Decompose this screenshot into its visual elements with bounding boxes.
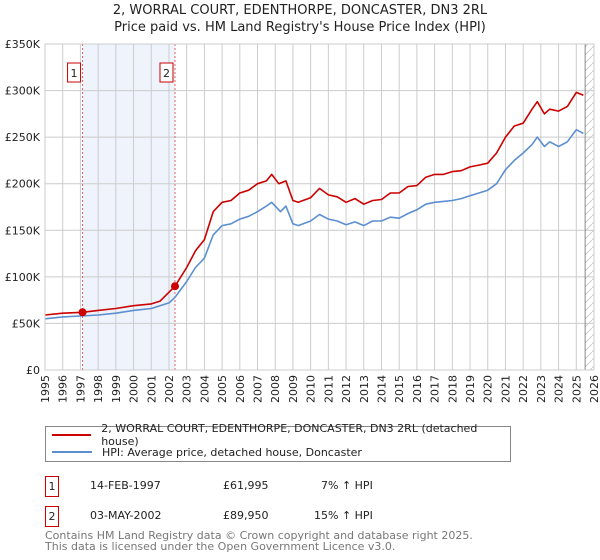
x-tick-label: 2017 — [429, 375, 442, 403]
y-tick-label: £0 — [26, 364, 40, 377]
plot-frame — [44, 43, 595, 371]
footer-copyright: Contains HM Land Registry data © Crown c… — [45, 529, 473, 542]
sale-marker-label: 2 — [163, 67, 170, 80]
x-tick-label: 1999 — [110, 375, 123, 403]
y-tick-label: £250K — [5, 131, 41, 144]
chart-title: 2, WORRAL COURT, EDENTHORPE, DONCASTER, … — [112, 3, 488, 18]
y-tick-label: £150K — [5, 224, 41, 237]
x-tick-label: 2024 — [553, 375, 566, 403]
sale-point-marker — [170, 282, 179, 291]
sale-marker-box — [159, 62, 174, 83]
x-tick-label: 1997 — [74, 375, 87, 403]
transaction-badge: 1 — [45, 476, 59, 497]
x-tick-label: 2023 — [535, 375, 548, 403]
footer-licence: This data is licensed under the Open Gov… — [45, 540, 396, 553]
x-tick-label: 2004 — [198, 375, 211, 403]
y-tick-label: £50K — [12, 317, 41, 330]
legend-swatch-red — [52, 434, 92, 436]
y-tick-label: £100K — [5, 271, 41, 284]
x-tick-label: 2008 — [269, 375, 282, 403]
legend-swatch-blue — [52, 451, 92, 453]
transaction-hpi: 7% ↑ HPI — [321, 479, 373, 492]
x-tick-label: 2026 — [588, 375, 600, 403]
transaction-price: £89,950 — [223, 509, 269, 522]
x-tick-label: 2022 — [517, 375, 530, 403]
x-tick-label: 2009 — [287, 375, 300, 403]
legend-label: HPI: Average price, detached house, Donc… — [102, 445, 362, 459]
x-tick-label: 2006 — [234, 375, 247, 403]
legend-item-property: 2, WORRAL COURT, EDENTHORPE, DONCASTER, … — [52, 422, 510, 448]
transaction-row: 2 03-MAY-2002 £89,950 15% ↑ HPI — [45, 506, 445, 527]
x-tick-label: 2002 — [163, 375, 176, 403]
y-tick-label: £350K — [5, 38, 41, 51]
property-series-line — [44, 91, 584, 316]
transaction-price: £61,995 — [223, 479, 269, 492]
chart-subtitle: Price paid vs. HM Land Registry's House … — [114, 20, 486, 35]
x-tick-label: 2010 — [305, 375, 318, 403]
x-tick-label: 2021 — [499, 375, 512, 403]
transaction-date: 03-MAY-2002 — [90, 509, 162, 522]
sale-marker-label: 1 — [71, 67, 78, 80]
x-tick-label: 2001 — [145, 375, 158, 403]
hpi-series-line — [44, 128, 584, 320]
price-chart: 1995 1996 1997 1998 1999 2000 2001 2002 2003 2004… — [5, 38, 600, 403]
x-tick-label: 2015 — [393, 375, 406, 403]
x-tick-label: 2011 — [322, 375, 335, 403]
transaction-date: 14-FEB-1997 — [90, 479, 161, 492]
x-tick-label: 2016 — [411, 375, 424, 403]
y-tick-label: £300K — [5, 85, 41, 98]
x-tick-label: 2000 — [128, 375, 141, 403]
x-tick-label: 2012 — [340, 375, 353, 403]
sale-marker-box — [67, 62, 82, 83]
x-tick-label: 2019 — [464, 375, 477, 403]
y-tick-label: £200K — [5, 178, 41, 191]
x-tick-label: 2007 — [252, 375, 265, 403]
transaction-hpi: 15% ↑ HPI — [314, 509, 373, 522]
x-tick-label: 1996 — [57, 375, 70, 403]
footer: Contains HM Land Registry data © Crown c… — [45, 530, 473, 552]
forecast-hatch — [585, 44, 594, 370]
x-tick-label: 2014 — [375, 375, 388, 403]
x-tick-label: 1998 — [92, 375, 105, 403]
x-tick-label: 2013 — [358, 375, 371, 403]
x-tick-label: 2025 — [570, 375, 583, 403]
x-tick-label: 1995 — [39, 375, 52, 403]
x-tick-label: 2018 — [446, 375, 459, 403]
x-tick-label: 2005 — [216, 375, 229, 403]
sale-point-marker — [78, 308, 87, 317]
legend-label: 2, WORRAL COURT, EDENTHORPE, DONCASTER, … — [101, 422, 478, 448]
transaction-row: 1 14-FEB-1997 £61,995 7% ↑ HPI — [45, 476, 445, 497]
legend-item-hpi: HPI: Average price, detached house, Donc… — [52, 444, 362, 460]
x-tick-label: 2003 — [181, 375, 194, 403]
transaction-badge: 2 — [45, 506, 59, 527]
shaded-period — [82, 44, 175, 370]
x-tick-label: 2020 — [482, 375, 495, 403]
legend: 2, WORRAL COURT, EDENTHORPE, DONCASTER, … — [45, 422, 511, 462]
